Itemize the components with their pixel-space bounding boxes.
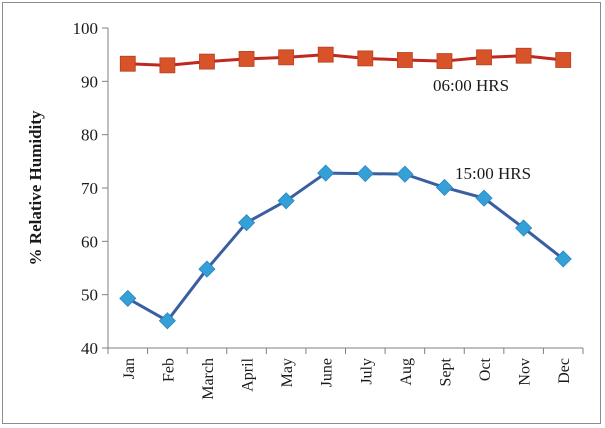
y-axis-title: % Relative Humidity [26, 110, 45, 265]
data-point [396, 165, 414, 183]
y-tick-label: 100 [73, 19, 99, 38]
data-point [119, 289, 137, 307]
y-tick-label: 90 [81, 72, 98, 91]
data-point [317, 46, 334, 63]
x-tick-label: July [358, 358, 375, 385]
x-tick-label: Aug [398, 358, 415, 386]
x-tick-label: April [240, 357, 257, 391]
data-point [357, 50, 374, 67]
data-point [476, 49, 492, 66]
data-point [396, 52, 413, 68]
data-point [317, 164, 335, 182]
data-point [199, 53, 215, 70]
data-point [356, 165, 374, 183]
data-point [435, 178, 454, 197]
data-point [159, 57, 176, 74]
x-tick-label: Feb [160, 358, 177, 382]
data-point [554, 250, 572, 268]
data-point [555, 52, 572, 68]
series-1 [119, 164, 572, 330]
x-tick-label: May [279, 358, 296, 387]
y-tick-label: 50 [81, 286, 98, 305]
data-point [198, 260, 216, 278]
axes [102, 27, 584, 354]
y-tick-label: 40 [81, 339, 98, 358]
data-point [158, 312, 176, 330]
y-tick-label: 70 [81, 179, 98, 198]
x-tick-label: Sept [437, 357, 454, 386]
data-point [119, 55, 136, 72]
x-tick-label: March [200, 358, 217, 400]
x-tick-label: Jan [121, 358, 138, 379]
series-0 [119, 46, 572, 74]
data-point [475, 189, 493, 207]
x-tick-label: Dec [556, 358, 573, 384]
labels: 40 50 60 70 80 90 100 Jan Feb March April May June Ju… [73, 19, 574, 400]
data-point [436, 53, 453, 69]
y-tick-label: 60 [81, 232, 98, 251]
y-tick-label: 80 [81, 126, 98, 145]
series-layer [119, 46, 572, 330]
series-label: 06:00 HRS [433, 76, 509, 95]
data-point [277, 192, 295, 210]
x-tick-label: Oct [477, 357, 494, 381]
data-point [515, 219, 533, 237]
data-point [238, 51, 255, 67]
series-line [127, 53, 564, 67]
series-label: 15:00 HRS [455, 164, 531, 183]
data-point [237, 214, 256, 232]
chart-frame [2, 2, 601, 424]
x-tick-label: Nov [517, 358, 534, 386]
x-tick-label: June [319, 358, 336, 387]
data-point [515, 47, 532, 64]
series-line [127, 171, 565, 323]
data-point [278, 49, 295, 66]
